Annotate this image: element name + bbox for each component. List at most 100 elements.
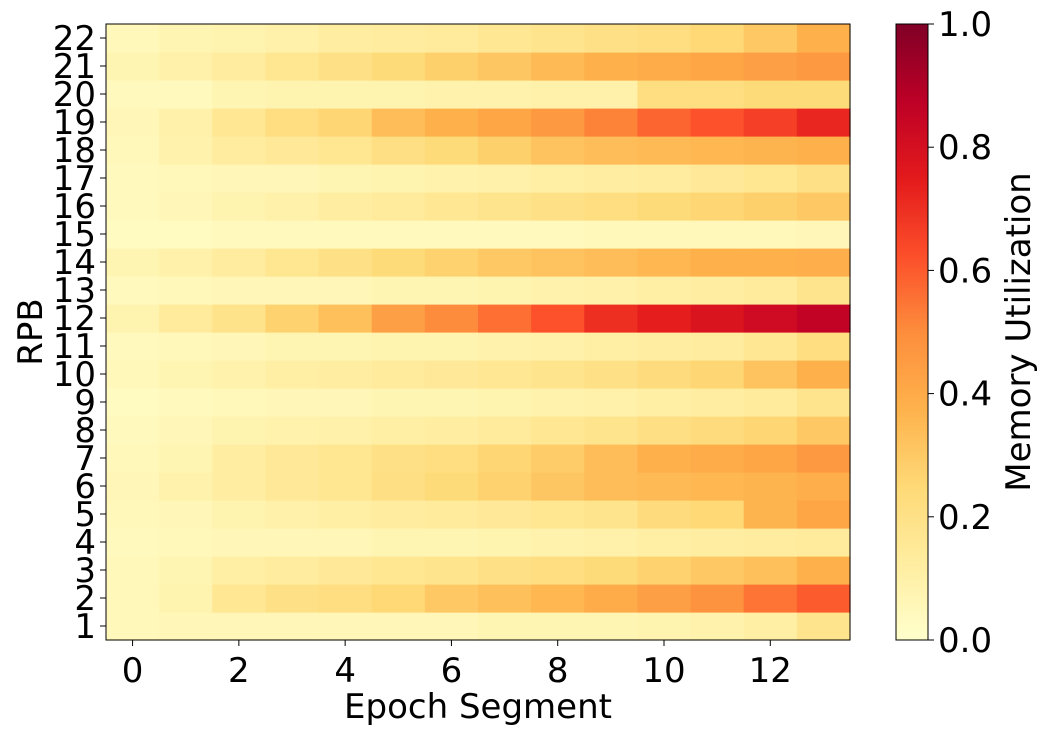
heatmap-cell: [371, 304, 426, 333]
heatmap-cell: [212, 248, 267, 277]
y-tick-label: 3: [74, 551, 96, 591]
heatmap-cell: [265, 584, 320, 613]
heatmap-cell: [212, 500, 267, 529]
heatmap-cell: [743, 332, 798, 361]
heatmap-cell: [212, 108, 267, 137]
heatmap-cell: [637, 52, 692, 81]
heatmap-cell: [690, 24, 745, 53]
heatmap-cell: [690, 388, 745, 417]
heatmap-cell: [690, 528, 745, 557]
heatmap-cell: [584, 612, 639, 641]
heatmap-cell: [743, 444, 798, 473]
plot-frame: [105, 23, 851, 641]
heatmap-cell: [265, 220, 320, 249]
heatmap-cell: [743, 164, 798, 193]
heatmap-cell: [531, 444, 585, 473]
colorbar-tick-label: 1.0: [938, 5, 992, 45]
heatmap-cell: [371, 528, 426, 557]
heatmap-cell: [531, 248, 585, 277]
heatmap-cell: [424, 416, 479, 445]
heatmap-cell: [106, 500, 160, 529]
heatmap-cell: [424, 444, 479, 473]
heatmap-cell: [690, 164, 745, 193]
heatmap-cell: [796, 556, 851, 585]
x-axis-ticks: 0 2 4 6 8 10 12: [122, 640, 792, 691]
heatmap-cell: [212, 472, 267, 501]
heatmap-cell: [690, 584, 745, 613]
heatmap-cell: [796, 584, 851, 613]
heatmap-cell: [584, 472, 639, 501]
heatmap-cell: [584, 528, 639, 557]
heatmap-cell: [212, 220, 267, 249]
x-tick-label: 0: [122, 651, 144, 691]
heatmap-cell: [212, 612, 267, 641]
heatmap-cell: [478, 332, 532, 361]
heatmap-cell: [584, 136, 639, 165]
heatmap-cell: [743, 108, 798, 137]
heatmap-cell: [106, 220, 160, 249]
heatmap-cell: [424, 220, 479, 249]
heatmap-cell: [637, 444, 692, 473]
heatmap-cell: [637, 136, 692, 165]
heatmap-cell: [159, 472, 213, 501]
heatmap-cell: [159, 528, 213, 557]
heatmap-cell: [584, 192, 639, 221]
heatmap-cell: [637, 360, 692, 389]
heatmap-cell: [371, 612, 426, 641]
heatmap-cell: [690, 248, 745, 277]
heatmap-cell: [106, 248, 160, 277]
heatmap-cell: [478, 192, 532, 221]
heatmap-cell: [212, 416, 267, 445]
heatmap-cell: [796, 80, 851, 109]
heatmap-cell: [796, 192, 851, 221]
heatmap-cell: [212, 80, 267, 109]
heatmap-cell: [106, 556, 160, 585]
heatmap-cell: [637, 108, 692, 137]
heatmap-cell: [584, 276, 639, 305]
heatmap-cell: [265, 360, 320, 389]
heatmap-cell: [531, 416, 585, 445]
heatmap-cell: [159, 416, 213, 445]
heatmap-cell: [318, 612, 373, 641]
heatmap-cell: [478, 220, 532, 249]
heatmap-cell: [637, 556, 692, 585]
heatmap-cell: [690, 556, 745, 585]
heatmap-cell: [212, 276, 267, 305]
heatmap-cell: [531, 276, 585, 305]
heatmap-cell: [531, 192, 585, 221]
heatmap-cell: [690, 444, 745, 473]
heatmap-cell: [424, 192, 479, 221]
colorbar-tick-label: 0.6: [938, 251, 992, 291]
x-axis-title: Epoch Segment: [344, 687, 612, 727]
heatmap-cell: [106, 360, 160, 389]
heatmap-cell: [159, 276, 213, 305]
heatmap-cell: [318, 276, 373, 305]
heatmap-cell: [371, 248, 426, 277]
heatmap-cell: [478, 164, 532, 193]
y-tick-label: 10: [53, 355, 96, 395]
y-tick-label: 2: [74, 579, 96, 619]
heatmap-cell: [318, 24, 373, 53]
heatmap-cell: [637, 500, 692, 529]
colorbar: [895, 23, 929, 641]
x-tick-label: 6: [441, 651, 463, 691]
x-tick-label: 2: [228, 651, 250, 691]
heatmap-cell: [265, 276, 320, 305]
heatmap-cell: [212, 136, 267, 165]
heatmap-cell: [106, 304, 160, 333]
heatmap-cell: [371, 416, 426, 445]
heatmap-cell: [531, 472, 585, 501]
y-tick-label: 22: [53, 19, 96, 59]
heatmap-cell: [318, 136, 373, 165]
heatmap-cell: [106, 108, 160, 137]
heatmap-cell: [796, 416, 851, 445]
heatmap-cell: [106, 276, 160, 305]
heatmap-cell: [212, 52, 267, 81]
y-tick-label: 9: [74, 383, 96, 423]
heatmap-cell: [159, 192, 213, 221]
heatmap-cell: [743, 556, 798, 585]
y-tick-label: 18: [53, 131, 96, 171]
heatmap-cell: [478, 276, 532, 305]
heatmap-cell: [371, 584, 426, 613]
heatmap-cell: [637, 192, 692, 221]
